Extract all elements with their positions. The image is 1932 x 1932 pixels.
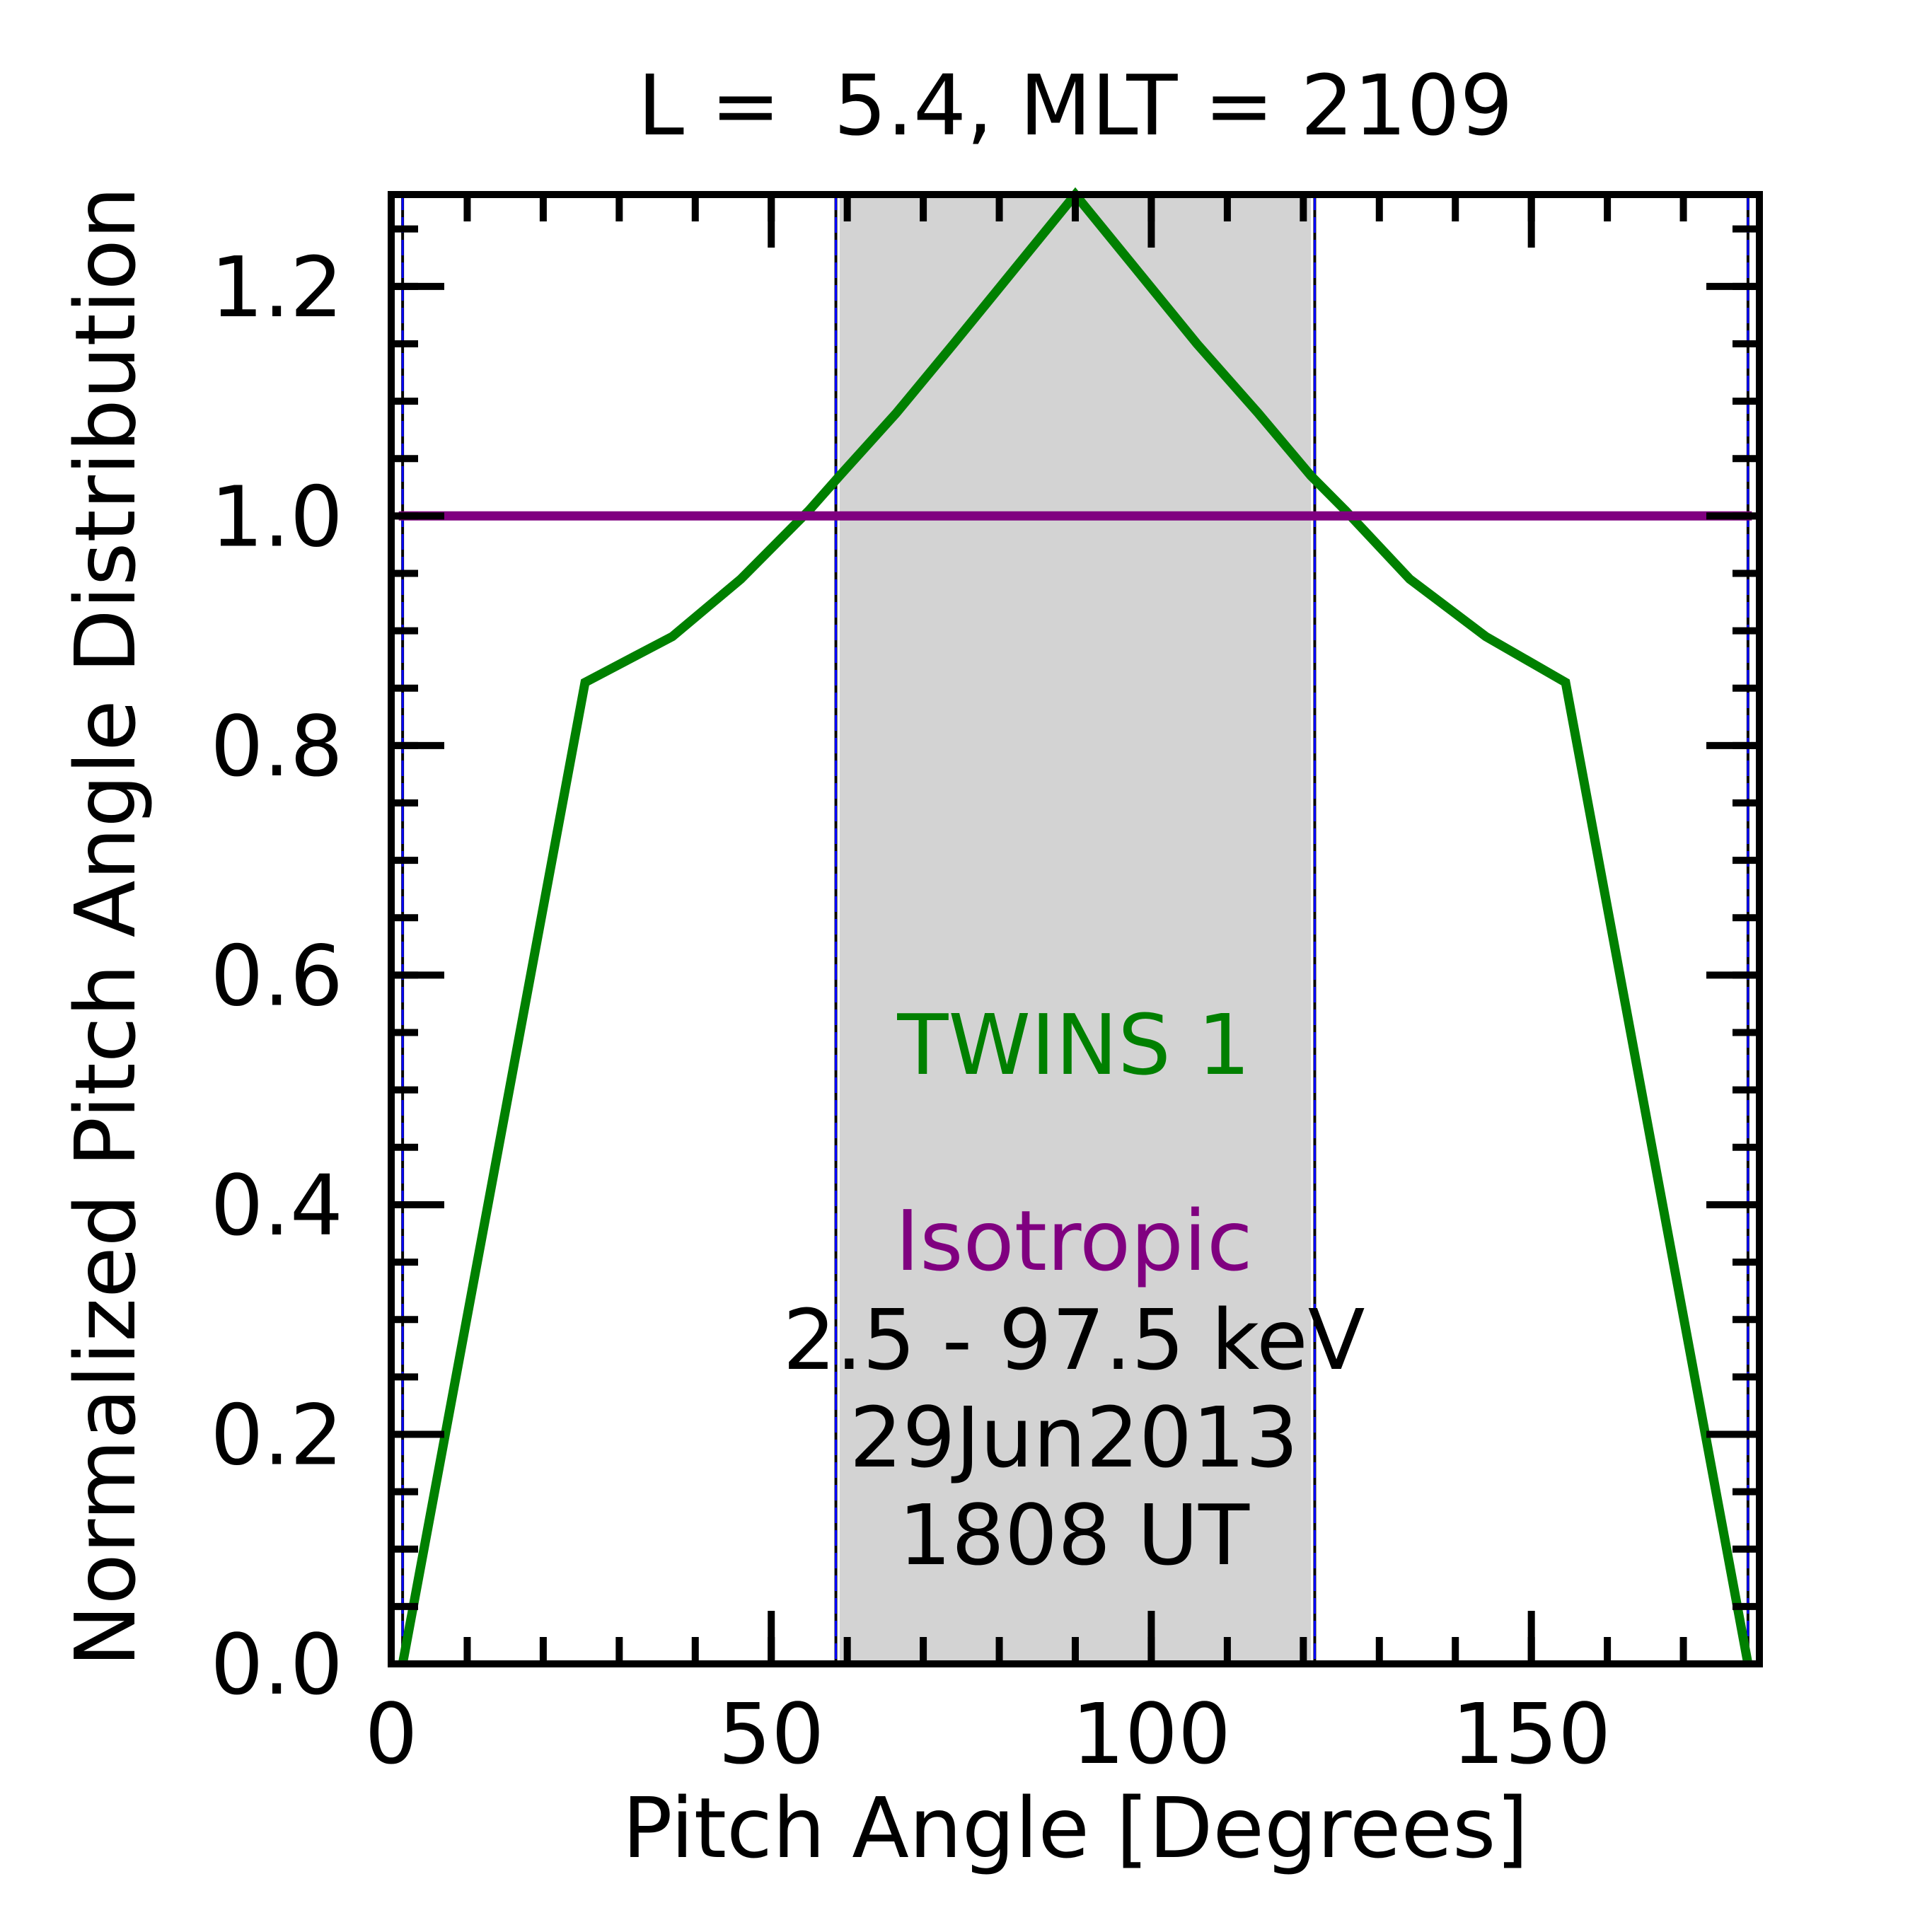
shade-layer [839,195,1312,1664]
y-tick-label: 0.6 [210,927,343,1024]
x-tick-label: 100 [1072,1685,1231,1783]
frame-layer [388,191,1763,1667]
chart-title: L = 5.4, MLT = 2109 [637,57,1512,154]
shaded-region [839,195,1312,1664]
plot-frame [388,191,1763,1667]
isotropic-series-label: Isotropic [895,1192,1252,1290]
y-tick-label: 0.0 [210,1616,343,1713]
vertical-lines [401,195,1749,1664]
tick-layer: 0 50 100 150 0.0 0.2 0.4 0.6 0.8 1.0 1.2 [210,195,1763,1783]
x-tick-label: 50 [718,1685,824,1783]
energy-range-label: 2.5 - 97.5 keV [783,1291,1365,1389]
y-tick-label: 0.4 [210,1157,343,1254]
y-tick-label: 1.2 [210,238,343,336]
x-tick-label: 150 [1452,1685,1611,1783]
x-axis-label: Pitch Angle [Degrees] [622,1779,1528,1877]
y-tick-label: 0.2 [210,1386,343,1483]
x-tick-label: 0 [364,1685,417,1783]
twins-series-label: TWINS 1 [896,996,1250,1094]
date-label: 29Jun2013 [850,1389,1299,1486]
y-tick-label: 0.8 [210,698,343,795]
y-axis-label: Normalized Pitch Angle Distribution [57,186,154,1667]
y-tick-label: 1.0 [210,468,343,565]
time-label: 1808 UT [898,1486,1250,1584]
